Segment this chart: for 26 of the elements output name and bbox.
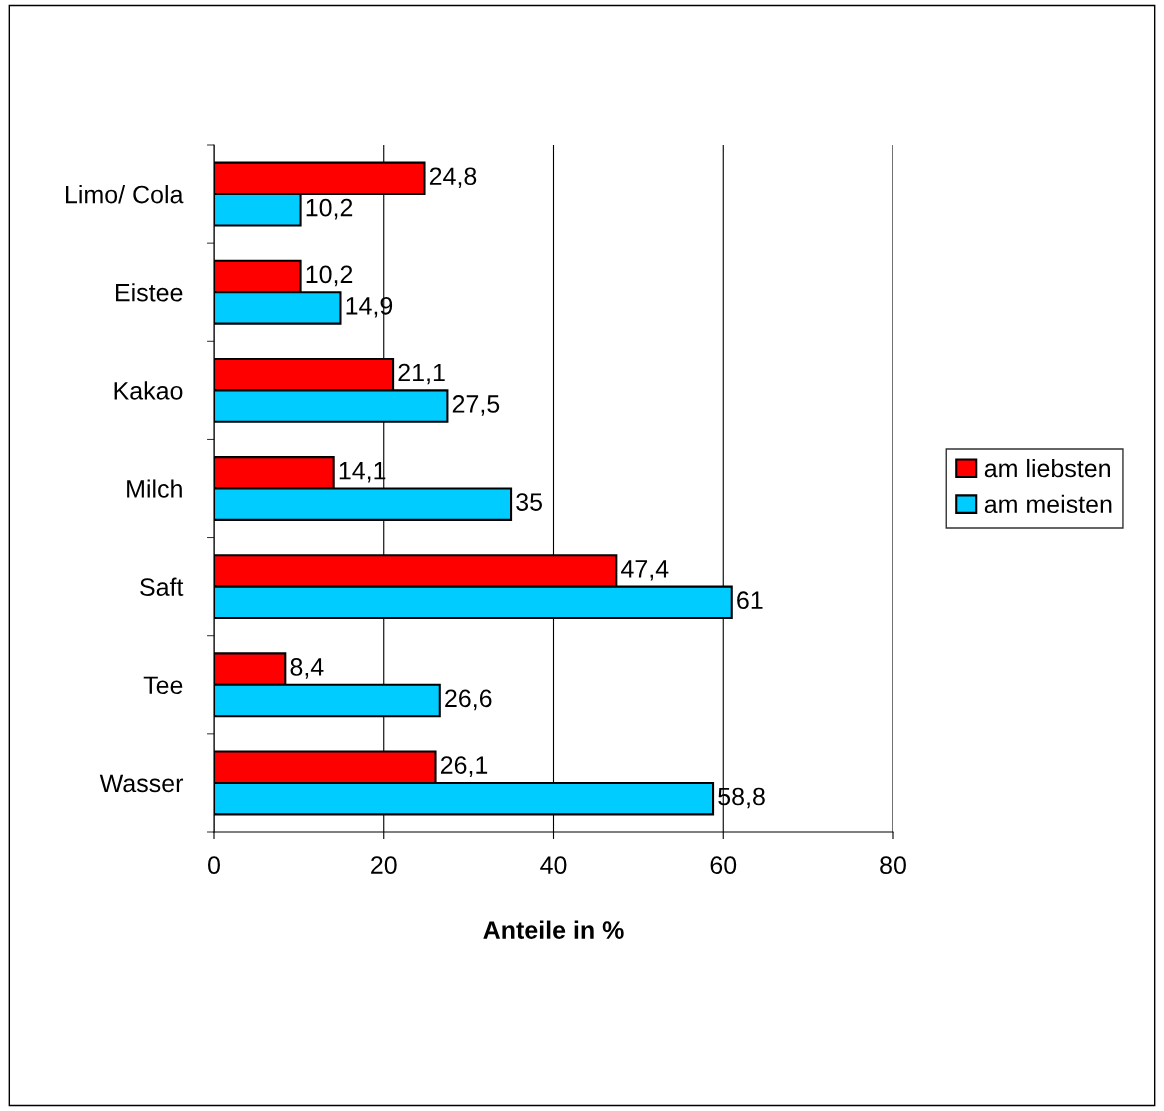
x-tick-label: 80 bbox=[880, 856, 906, 874]
y-tick-label: Eistee bbox=[116, 283, 183, 302]
data-label: 10,2 bbox=[306, 198, 353, 220]
data-label: 35 bbox=[516, 493, 542, 511]
y-tick-label: Tee bbox=[143, 676, 183, 695]
data-label: 47,4 bbox=[621, 560, 669, 581]
x-tick-label: 40 bbox=[540, 856, 567, 874]
x-tick-label: 20 bbox=[371, 856, 397, 874]
legend-label: am meisten bbox=[984, 494, 1112, 514]
y-tick-label: Wasser bbox=[99, 774, 184, 793]
y-tick-label: Kakao bbox=[114, 381, 183, 400]
data-label: 8,4 bbox=[290, 658, 324, 679]
x-axis-title: Anteile in % bbox=[483, 920, 624, 939]
legend-label: am liebsten bbox=[984, 458, 1110, 478]
x-tick-label: 0 bbox=[208, 856, 220, 874]
y-tick-label: Limo/ Cola bbox=[66, 185, 184, 204]
y-tick-label: Saft bbox=[140, 577, 184, 596]
data-label: 27,5 bbox=[452, 395, 500, 416]
data-label: 10,2 bbox=[306, 265, 353, 287]
data-label: 21,1 bbox=[398, 363, 445, 385]
data-label: 61 bbox=[737, 591, 763, 610]
x-tick-label: 60 bbox=[710, 856, 737, 874]
data-label: 24,8 bbox=[429, 167, 477, 189]
y-tick-label: Milch bbox=[127, 479, 182, 498]
data-label: 26,1 bbox=[440, 756, 488, 777]
data-label: 26,6 bbox=[445, 689, 492, 711]
